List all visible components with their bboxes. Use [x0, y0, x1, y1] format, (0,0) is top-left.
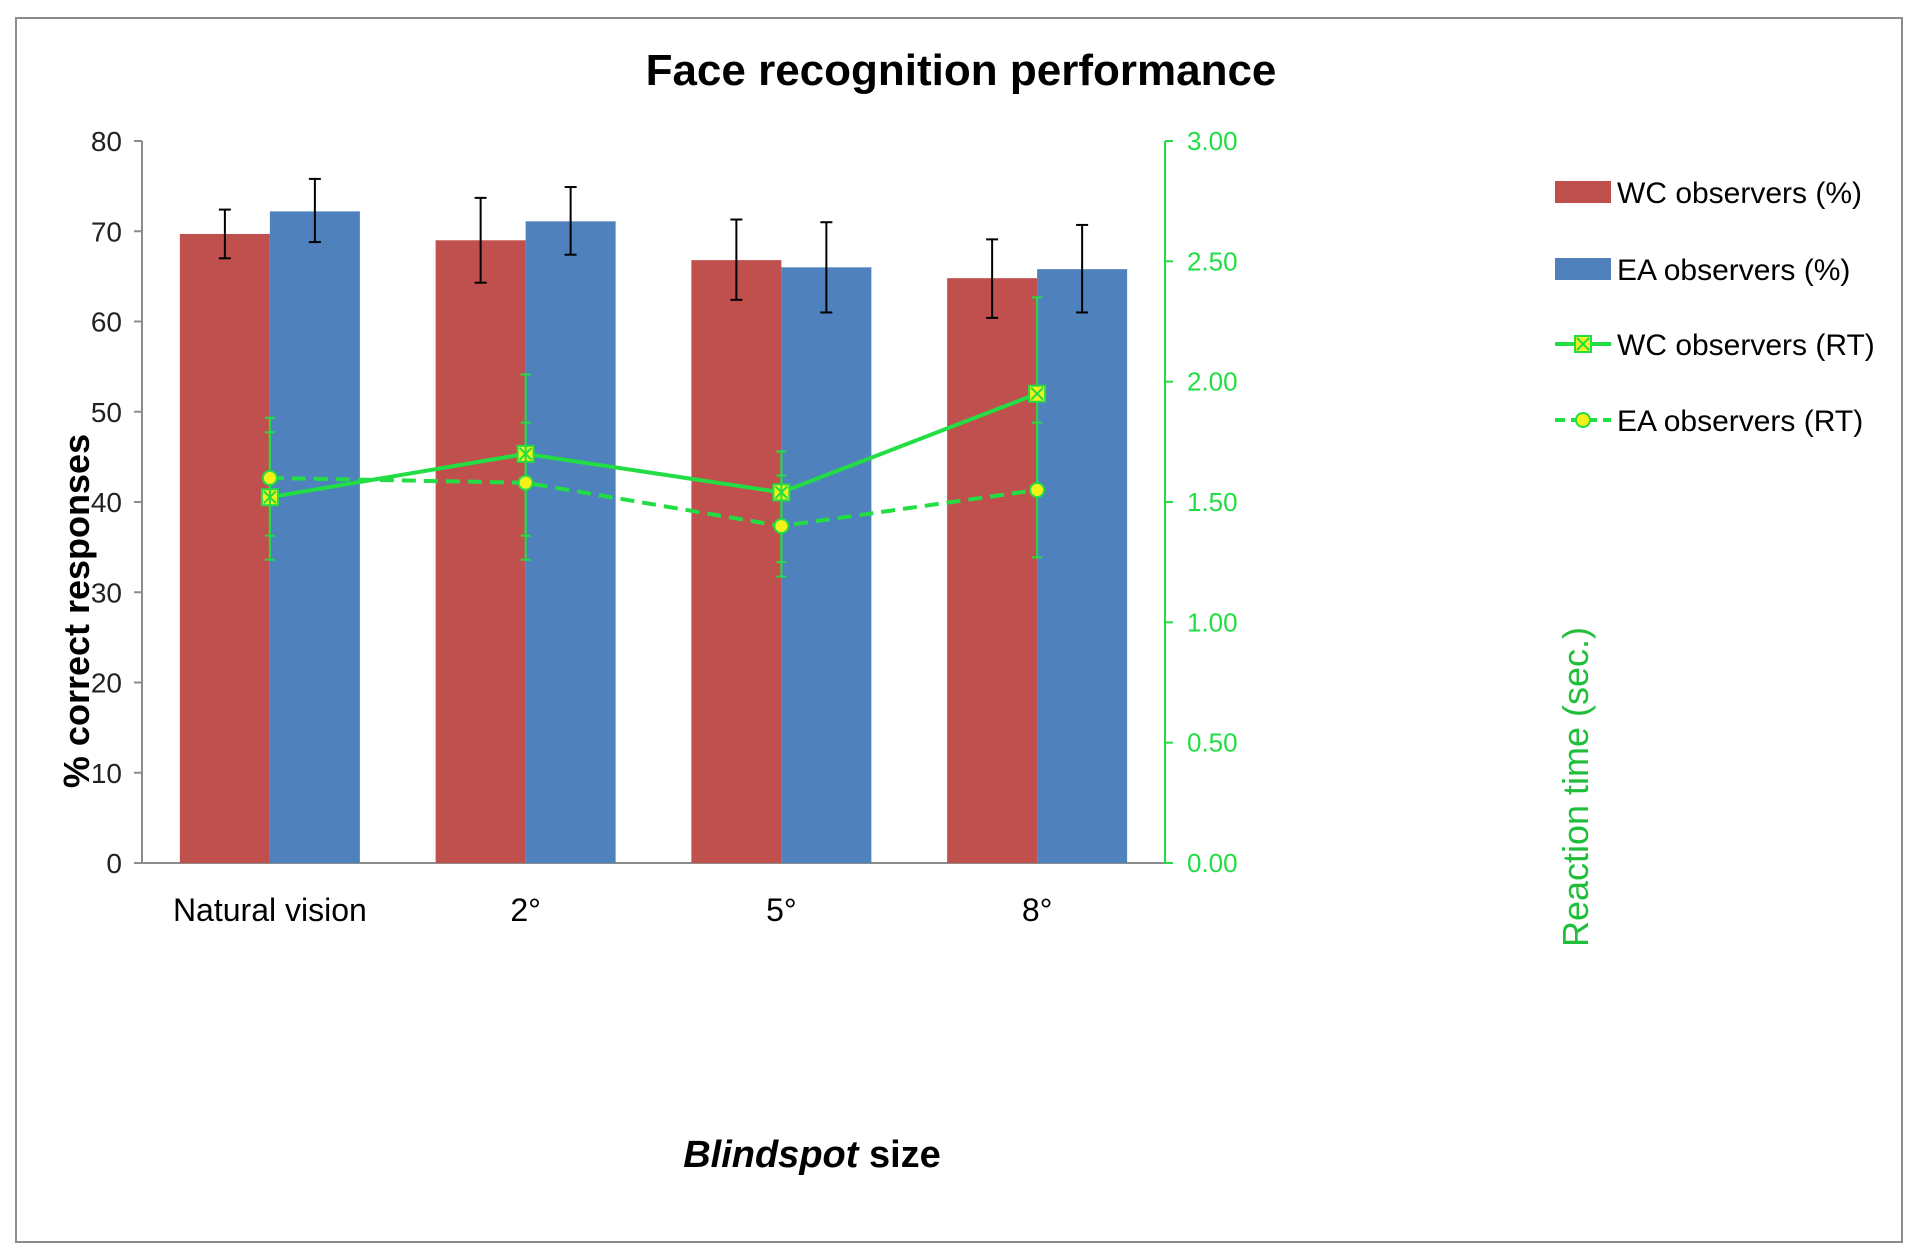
y-tick-label: 20 [91, 668, 122, 699]
legend-label: WC observers (%) [1617, 177, 1862, 210]
legend-marker [1575, 412, 1591, 428]
x-tick-label: 8° [1022, 892, 1053, 928]
y2-tick-label: 0.50 [1187, 728, 1238, 758]
y-tick-label: 40 [91, 487, 122, 518]
y2-tick-label: 2.50 [1187, 246, 1238, 276]
bar-wc [179, 233, 270, 863]
plot-area: 0 10 20 30 40 50 60 70 80 0.00 0.50 1.00 1.50 2.00 2.5… [91, 126, 1238, 928]
bar-wc [435, 240, 526, 863]
bar-wc [691, 260, 782, 863]
legend-label: EA observers (RT) [1617, 405, 1863, 438]
y-tick-label: 30 [91, 577, 122, 608]
x-axis-label-emphasis: Blindspot [683, 1134, 860, 1176]
legend-marker-cross [1576, 337, 1590, 351]
y-tick-label: 50 [91, 397, 122, 428]
y2-tick-label: 1.50 [1187, 487, 1238, 517]
x-axis-label: Blindspot size [683, 1134, 941, 1176]
legend: WC observers (%) EA observers (%) WC obser… [1555, 177, 1875, 438]
y-tick-label: 10 [91, 758, 122, 789]
bar-ea [1037, 269, 1128, 863]
legend-label: WC observers (RT) [1617, 329, 1875, 362]
y2-axis-label: Reaction time (sec.) [1555, 627, 1596, 947]
y-axis-label: % correct responses [56, 434, 97, 788]
chart-title: Face recognition performance [646, 46, 1277, 95]
x-axis-label-rest: size [858, 1134, 940, 1176]
point-ea-rt [261, 469, 278, 486]
bar-ea [269, 211, 360, 863]
line-ea-rt [269, 475, 1038, 529]
x-tick-label: Natural vision [173, 892, 367, 928]
x-tick-label: 5° [766, 892, 797, 928]
legend-label: EA observers (%) [1617, 254, 1850, 287]
y2-tick-label: 0.00 [1187, 848, 1238, 878]
y2-tick-label: 3.00 [1187, 126, 1238, 156]
y2-tick-label: 1.00 [1187, 607, 1238, 637]
point-ea-rt [1029, 481, 1046, 498]
bar-wc [947, 278, 1038, 863]
legend-swatch-ea [1555, 258, 1611, 280]
x-tick-label: 2° [510, 892, 541, 928]
point-wc-rt-cross [1030, 386, 1044, 401]
y-tick-label: 70 [91, 216, 122, 247]
y-tick-label: 60 [91, 307, 122, 338]
y-tick-label: 0 [106, 848, 122, 879]
chart-frame: Face recognition performance 0 10 20 30 40 50… [15, 17, 1903, 1243]
point-ea-rt [517, 474, 534, 491]
bar-ea [525, 221, 616, 863]
bar-ea [781, 267, 872, 864]
y2-tick-label: 2.00 [1187, 367, 1238, 397]
point-ea-rt [773, 518, 790, 535]
line-wc-rt [269, 391, 1038, 500]
legend-swatch-wc [1555, 181, 1611, 203]
face-recognition-chart: Face recognition performance 0 10 20 30 40 50… [56, 46, 1875, 1176]
y-tick-label: 80 [91, 126, 122, 157]
